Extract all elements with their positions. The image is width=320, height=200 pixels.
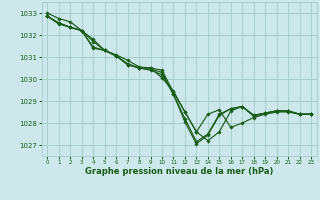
X-axis label: Graphe pression niveau de la mer (hPa): Graphe pression niveau de la mer (hPa) — [85, 167, 273, 176]
